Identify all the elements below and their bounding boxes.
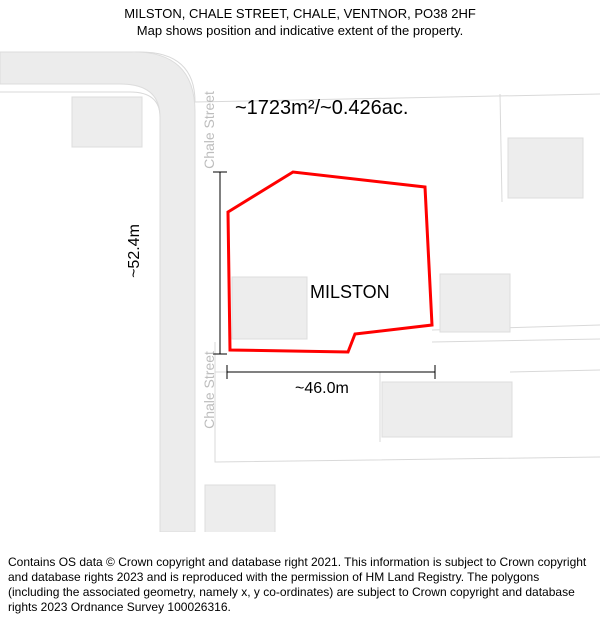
header-subtitle: Map shows position and indicative extent… bbox=[10, 23, 590, 40]
buildings bbox=[72, 97, 583, 532]
street-label-2: Chale Street bbox=[201, 351, 217, 429]
header-title: MILSTON, CHALE STREET, CHALE, VENTNOR, P… bbox=[10, 6, 590, 23]
dimension-lines bbox=[213, 172, 435, 379]
dim-vertical-label: ~52.4m bbox=[126, 224, 144, 278]
property-name: MILSTON bbox=[310, 282, 390, 303]
area-label: ~1723m²/~0.426ac. bbox=[235, 97, 408, 120]
dim-horizontal-label: ~46.0m bbox=[295, 380, 349, 398]
map-canvas: Chale Street Chale Street ~1723m²/~0.426… bbox=[0, 42, 600, 532]
footer-copyright: Contains OS data © Crown copyright and d… bbox=[0, 549, 600, 625]
street-label-1: Chale Street bbox=[201, 91, 217, 169]
header: MILSTON, CHALE STREET, CHALE, VENTNOR, P… bbox=[0, 0, 600, 40]
